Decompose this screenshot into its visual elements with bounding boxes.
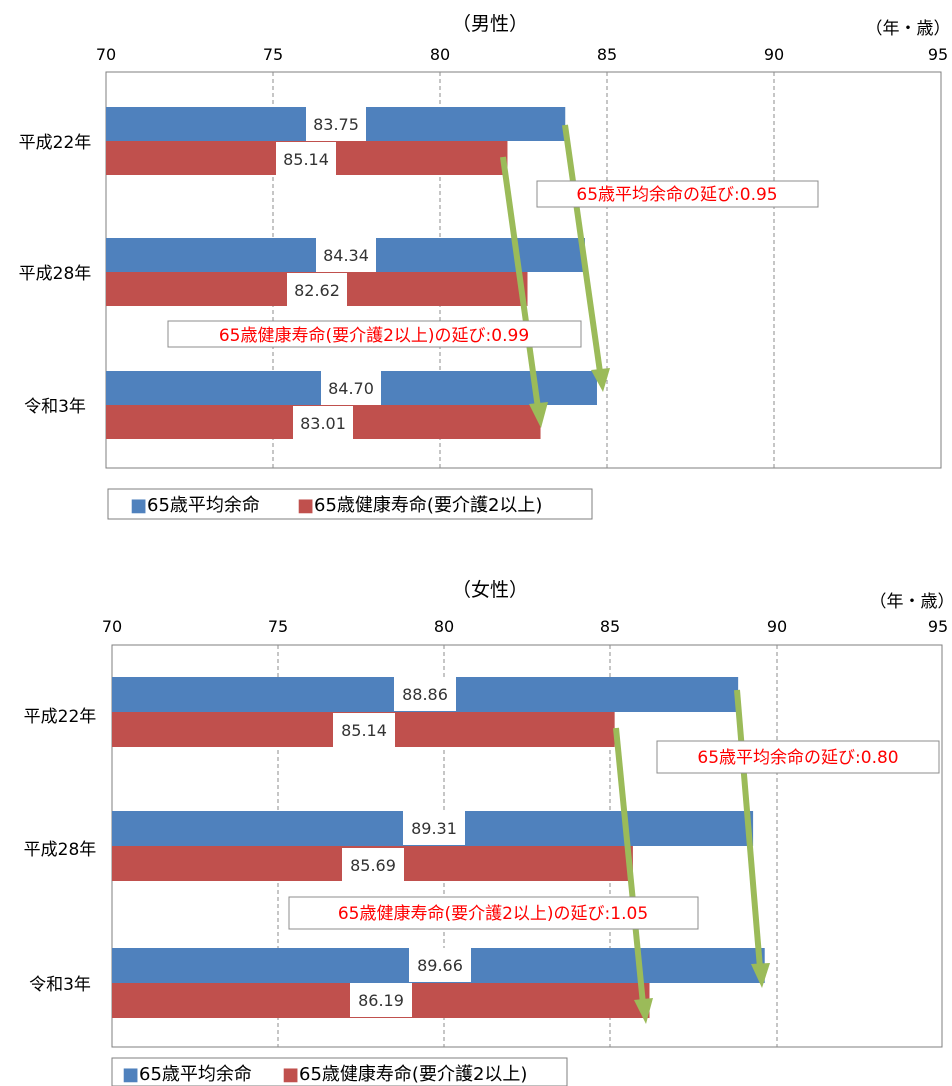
data-label-box bbox=[293, 406, 353, 440]
data-labels-male: 83.75 85.14 84.34 82.62 84.70 83.01 bbox=[276, 107, 381, 440]
category-label: 令和3年 bbox=[29, 975, 91, 995]
annotations-male: 65歳平均余命の延び:0.95 65歳健康寿命(要介護2以上)の延び:0.99 bbox=[167, 180, 819, 348]
x-tick-label: 80 bbox=[434, 617, 454, 636]
data-label-box bbox=[276, 142, 336, 176]
arrow-shaft bbox=[500, 156, 541, 409]
annotation-box bbox=[167, 320, 582, 348]
data-label: 89.31 bbox=[411, 819, 457, 838]
unit-label: （年・歳） bbox=[866, 19, 951, 39]
x-tick-labels: 70 75 80 85 90 95 bbox=[96, 45, 948, 64]
x-tick-labels: 70 75 80 85 90 95 bbox=[102, 617, 948, 636]
annotation-life-expectancy-gain: 65歳平均余命の延び:0.95 bbox=[576, 185, 777, 205]
legend-female: ■65歳平均余命 ■65歳健康寿命(要介護2以上) bbox=[111, 1057, 568, 1086]
annotation-box bbox=[656, 740, 940, 774]
data-label-box bbox=[342, 848, 404, 882]
legend-item-life-expectancy: ■65歳平均余命 bbox=[130, 495, 260, 516]
data-label: 85.14 bbox=[341, 721, 387, 740]
legend-label: 65歳平均余命 bbox=[139, 1064, 252, 1085]
data-label: 85.14 bbox=[283, 150, 329, 169]
legend-label: 65歳健康寿命(要介護2以上) bbox=[314, 495, 542, 516]
category-labels: 平成22年 平成28年 令和3年 bbox=[24, 707, 97, 995]
legend-box bbox=[107, 488, 593, 520]
category-label: 平成22年 bbox=[24, 707, 97, 727]
arrow-shaft bbox=[734, 689, 763, 969]
data-label: 88.86 bbox=[402, 685, 448, 704]
x-tick-label: 85 bbox=[600, 617, 620, 636]
data-label: 86.19 bbox=[358, 991, 404, 1010]
chart-title: （女性） bbox=[452, 579, 528, 601]
unit-label: （年・歳） bbox=[870, 592, 952, 612]
x-tick-label: 85 bbox=[597, 45, 617, 64]
arrow-head bbox=[634, 998, 653, 1024]
data-label: 83.75 bbox=[313, 115, 359, 134]
annotations-female: 65歳平均余命の延び:0.80 65歳健康寿命(要介護2以上)の延び:1.05 bbox=[288, 740, 940, 930]
arrow-head bbox=[591, 368, 610, 392]
x-tick-label: 70 bbox=[96, 45, 116, 64]
annotation-healthy-life-gain: 65歳健康寿命(要介護2以上)の延び:0.99 bbox=[219, 326, 529, 346]
chart-male: （男性） （年・歳） 70 75 80 85 90 95 平成22年 平成28年… bbox=[19, 13, 951, 520]
data-label-box bbox=[306, 107, 366, 141]
x-tick-label: 90 bbox=[767, 617, 787, 636]
data-label: 85.69 bbox=[350, 856, 396, 875]
legend-box bbox=[111, 1057, 568, 1086]
trend-arrows-male bbox=[500, 124, 610, 428]
data-label-box bbox=[287, 273, 347, 307]
data-labels-female: 88.86 85.14 89.31 85.69 89.66 86.19 bbox=[333, 677, 471, 1017]
arrow-head bbox=[529, 402, 548, 428]
x-tick-label: 80 bbox=[430, 45, 450, 64]
arrow-shaft bbox=[613, 727, 646, 1005]
legend-item-healthy-life: ■65歳健康寿命(要介護2以上) bbox=[282, 1064, 527, 1085]
data-label-box bbox=[333, 713, 395, 747]
trend-arrows-female bbox=[613, 689, 770, 1024]
legend-item-healthy-life: ■65歳健康寿命(要介護2以上) bbox=[297, 495, 542, 516]
data-label-box bbox=[403, 811, 465, 845]
legend-male: ■65歳平均余命 ■65歳健康寿命(要介護2以上) bbox=[107, 488, 593, 520]
x-tick-label: 70 bbox=[102, 617, 122, 636]
data-label: 89.66 bbox=[417, 956, 463, 975]
data-label-box bbox=[321, 371, 381, 405]
data-label-box bbox=[394, 677, 456, 711]
data-label-box bbox=[350, 983, 412, 1017]
data-label-box bbox=[409, 948, 471, 982]
category-labels: 平成22年 平成28年 令和3年 bbox=[19, 133, 92, 417]
category-label: 平成28年 bbox=[19, 264, 92, 284]
x-tick-label: 95 bbox=[928, 617, 948, 636]
legend-item-life-expectancy: ■65歳平均余命 bbox=[122, 1064, 252, 1085]
annotation-healthy-life-gain: 65歳健康寿命(要介護2以上)の延び:1.05 bbox=[338, 904, 648, 924]
arrow-shaft bbox=[562, 124, 603, 373]
annotation-life-expectancy-gain: 65歳平均余命の延び:0.80 bbox=[697, 748, 898, 768]
chart-female: （女性） （年・歳） 70 75 80 85 90 95 平成22年 平成28年… bbox=[24, 579, 952, 1086]
data-label: 83.01 bbox=[300, 414, 346, 433]
data-label: 84.34 bbox=[323, 246, 369, 265]
data-label-box bbox=[316, 238, 376, 272]
x-tick-label: 75 bbox=[263, 45, 283, 64]
x-tick-label: 90 bbox=[764, 45, 784, 64]
data-label: 84.70 bbox=[328, 379, 374, 398]
data-label: 82.62 bbox=[294, 281, 340, 300]
category-label: 令和3年 bbox=[24, 397, 86, 417]
x-tick-label: 75 bbox=[268, 617, 288, 636]
arrow-head bbox=[751, 963, 770, 988]
category-label: 平成28年 bbox=[24, 840, 97, 860]
category-label: 平成22年 bbox=[19, 133, 92, 153]
legend-label: 65歳健康寿命(要介護2以上) bbox=[299, 1064, 527, 1085]
legend-label: 65歳平均余命 bbox=[147, 495, 260, 516]
chart-title: （男性） bbox=[452, 13, 528, 35]
annotation-box bbox=[288, 896, 699, 930]
annotation-box bbox=[536, 180, 819, 208]
x-tick-label: 95 bbox=[928, 45, 948, 64]
